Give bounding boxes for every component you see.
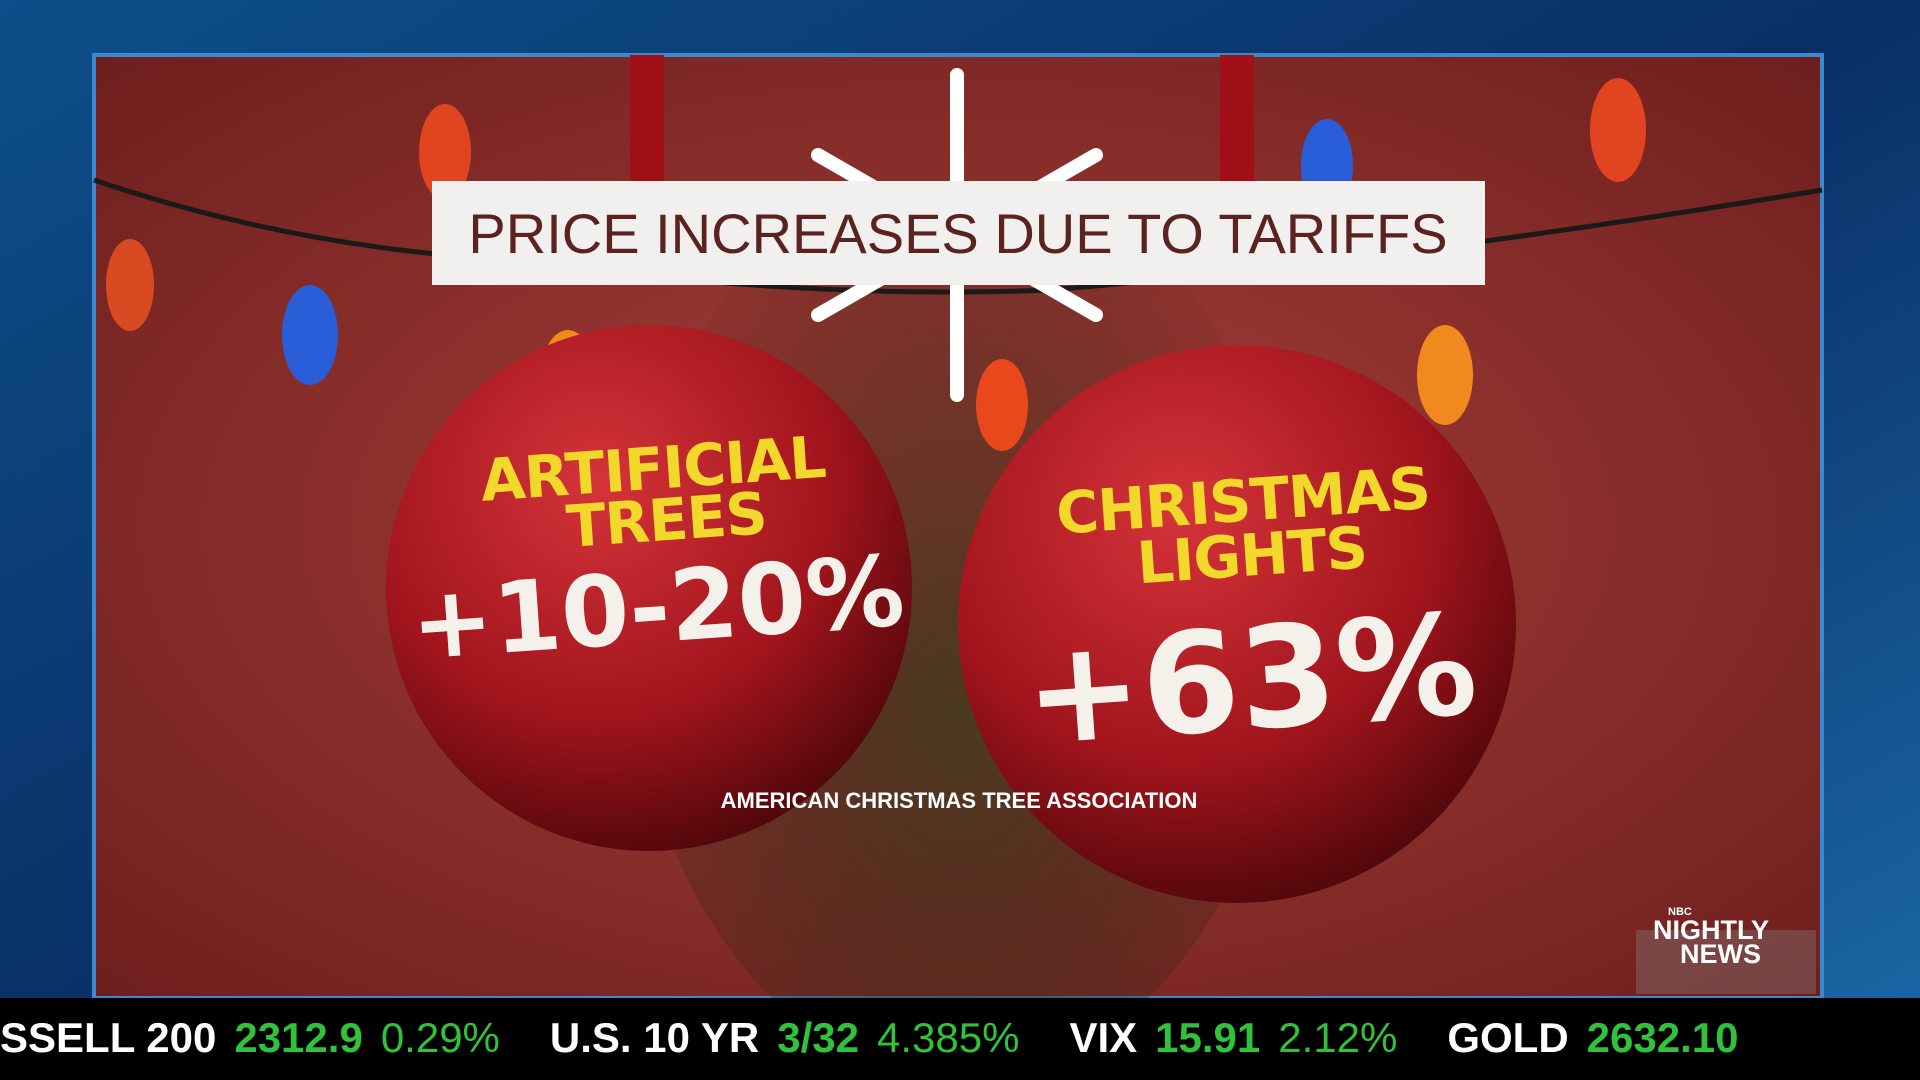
logo-network: NBC (1668, 906, 1692, 918)
ticker-value: 2632.10 (1587, 1014, 1739, 1061)
ticker-value: 2312.9 (234, 1014, 362, 1061)
ornament (958, 345, 1516, 903)
ornament (386, 325, 912, 851)
ticker-name: U.S. 10 YR (550, 1014, 759, 1061)
ticker: SSELL 200 2312.9 0.29% U.S. 10 YR 3/32 4.385%… (0, 1014, 1739, 1061)
ornament-label: LIGHTS (1135, 513, 1369, 597)
title-banner (432, 181, 1485, 285)
ticker-change: 4.385% (877, 1014, 1019, 1061)
ornament-change: +63% (1019, 584, 1482, 778)
ticker-bar (0, 998, 1920, 1080)
ticker-value: 15.91 (1155, 1014, 1260, 1061)
ornament-label: TREES (564, 479, 769, 561)
title: PRICE INCREASES DUE TO TARIFFS (468, 202, 1447, 265)
logo-show: NEWS (1680, 939, 1761, 969)
ticker-name: SSELL 200 (0, 1014, 216, 1061)
ticker-name: GOLD (1447, 1014, 1568, 1061)
ticker-value: 3/32 (777, 1014, 859, 1061)
ticker-name: VIX (1069, 1014, 1137, 1061)
logo: NBC NIGHTLY NEWS (1636, 906, 1816, 994)
source: AMERICAN CHRISTMAS TREE ASSOCIATION (721, 788, 1198, 813)
logo-show: NIGHTLY (1653, 915, 1769, 945)
ticker-change: 2.12% (1278, 1014, 1397, 1061)
ticker-change: 0.29% (381, 1014, 500, 1061)
